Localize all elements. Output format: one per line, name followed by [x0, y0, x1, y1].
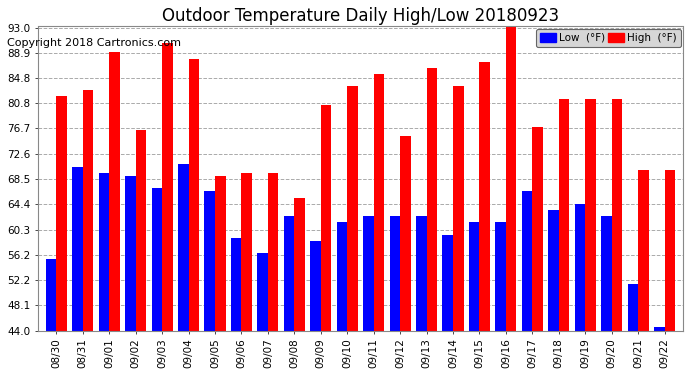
Bar: [310, 241, 321, 330]
Bar: [506, 25, 516, 330]
Bar: [57, 96, 67, 330]
Bar: [347, 87, 358, 330]
Bar: [400, 136, 411, 330]
Bar: [231, 238, 241, 330]
Bar: [109, 53, 120, 330]
Bar: [363, 216, 374, 330]
Bar: [611, 99, 622, 330]
Bar: [241, 173, 252, 330]
Bar: [469, 222, 480, 330]
Legend: Low  (°F), High  (°F): Low (°F), High (°F): [536, 28, 681, 47]
Bar: [99, 173, 109, 330]
Bar: [72, 167, 83, 330]
Bar: [162, 43, 172, 330]
Bar: [374, 74, 384, 330]
Bar: [46, 260, 57, 330]
Bar: [559, 99, 569, 330]
Bar: [390, 216, 400, 330]
Bar: [654, 327, 664, 330]
Bar: [442, 235, 453, 330]
Bar: [178, 164, 188, 330]
Bar: [215, 176, 226, 330]
Text: Copyright 2018 Cartronics.com: Copyright 2018 Cartronics.com: [7, 38, 181, 48]
Bar: [188, 58, 199, 330]
Bar: [284, 216, 295, 330]
Bar: [627, 284, 638, 330]
Bar: [268, 173, 279, 330]
Bar: [480, 62, 490, 330]
Bar: [337, 222, 347, 330]
Bar: [83, 90, 93, 330]
Bar: [257, 253, 268, 330]
Bar: [532, 127, 543, 330]
Bar: [664, 170, 675, 330]
Bar: [585, 99, 595, 330]
Title: Outdoor Temperature Daily High/Low 20180923: Outdoor Temperature Daily High/Low 20180…: [162, 7, 559, 25]
Bar: [152, 188, 162, 330]
Bar: [321, 105, 331, 330]
Bar: [638, 170, 649, 330]
Bar: [204, 192, 215, 330]
Bar: [426, 68, 437, 330]
Bar: [495, 222, 506, 330]
Bar: [548, 210, 559, 330]
Bar: [575, 204, 585, 330]
Bar: [416, 216, 426, 330]
Bar: [522, 192, 532, 330]
Bar: [125, 176, 136, 330]
Bar: [136, 130, 146, 330]
Bar: [295, 198, 305, 330]
Bar: [453, 87, 464, 330]
Bar: [601, 216, 611, 330]
